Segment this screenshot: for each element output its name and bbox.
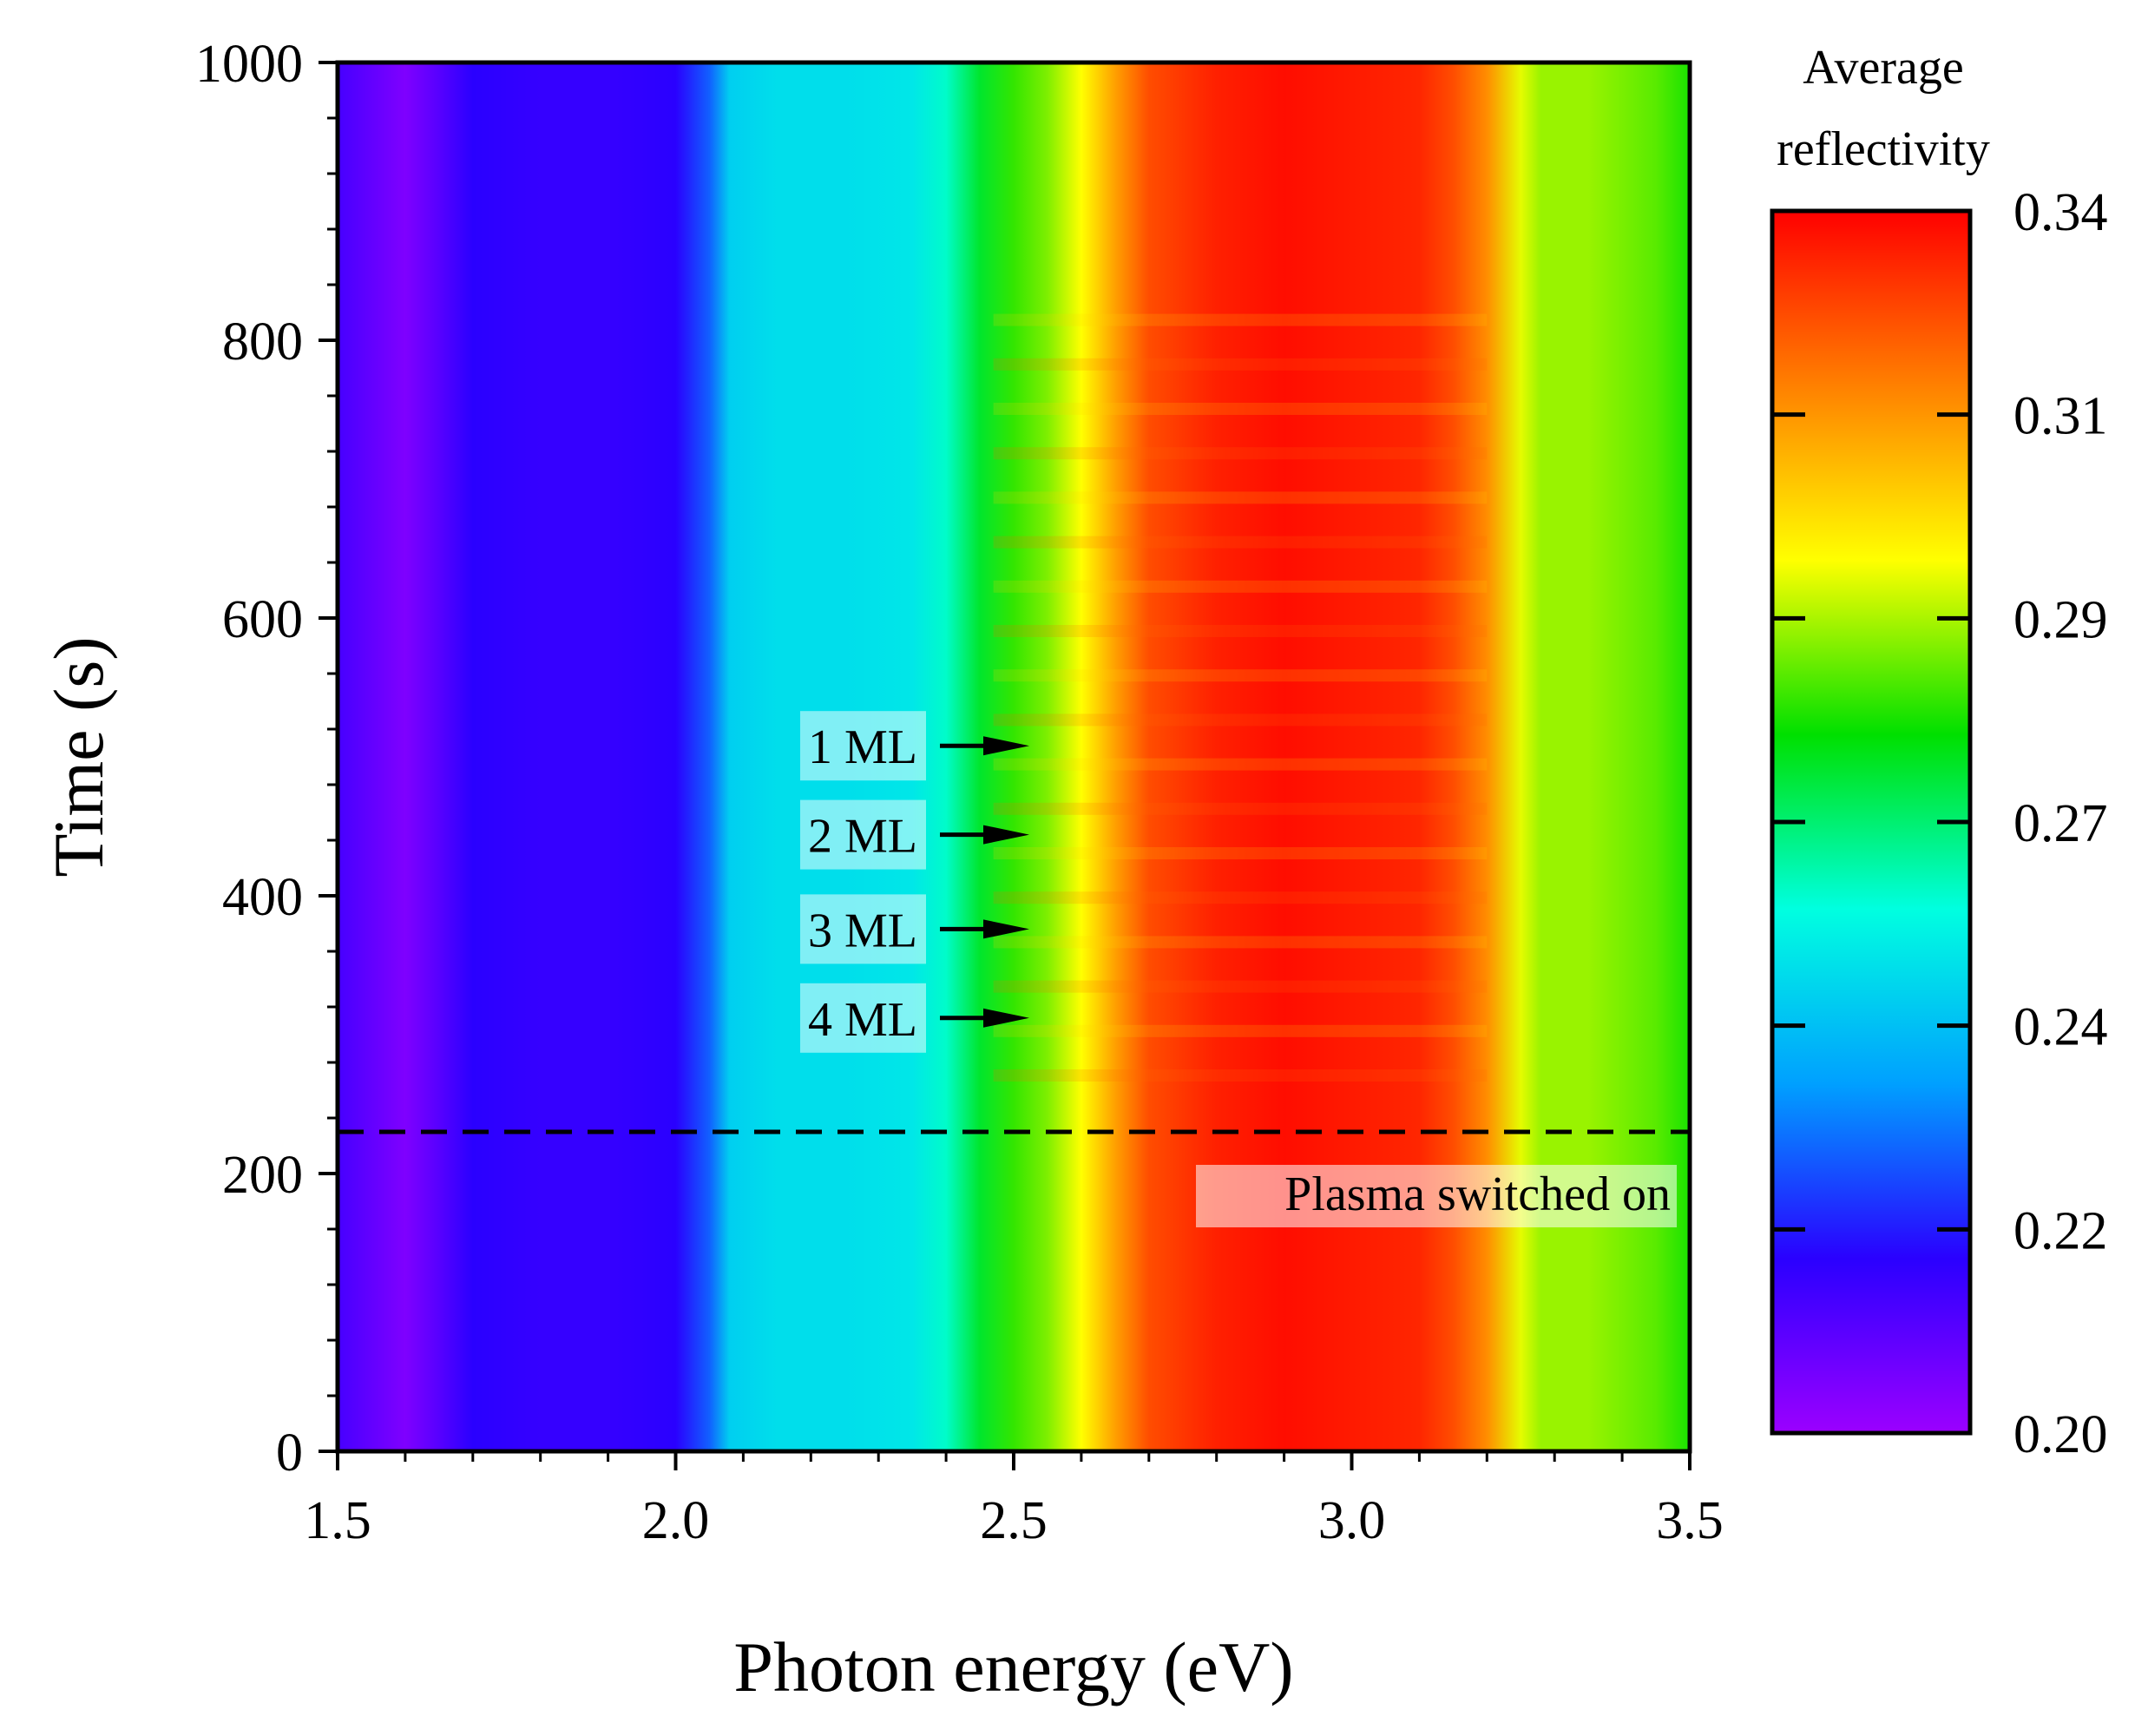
- colorbar-tick-label: 0.31: [2013, 387, 2108, 446]
- oscillation-band: [993, 891, 1488, 904]
- oscillation-band: [993, 447, 1488, 460]
- oscillation-band: [993, 580, 1488, 593]
- annotation-background: [800, 983, 926, 1053]
- annotation-background: [800, 894, 926, 964]
- oscillation-band: [993, 802, 1488, 815]
- colorbar-tick-label: 0.20: [2013, 1405, 2108, 1464]
- x-tick-label: 3.0: [1318, 1491, 1386, 1550]
- colorbar-tick-label: 0.27: [2013, 794, 2108, 853]
- x-axis-ticks: 1.5 2.0 2.5 3.0 3.5: [304, 1451, 1724, 1550]
- x-axis-title: Photon energy (eV): [733, 1628, 1293, 1706]
- y-axis-ticks: 0 200 400 600 800 1000: [195, 35, 338, 1483]
- oscillation-band: [993, 358, 1488, 371]
- oscillation-band: [993, 758, 1488, 771]
- oscillation-band: [993, 536, 1488, 549]
- oscillation-bands: [993, 313, 1488, 1082]
- y-tick-label: 200: [222, 1146, 303, 1205]
- annotation-background: [800, 711, 926, 781]
- y-tick-label: 800: [222, 312, 303, 372]
- monolayer-annotations: 1 ML 2 ML 3 ML 4 ML: [800, 711, 1029, 1053]
- plasma-label-group: Plasma switched on: [1196, 1165, 1677, 1227]
- colorbar-title-line2: reflectivity: [1777, 122, 1990, 176]
- annotation-label: 1 ML: [808, 720, 917, 774]
- oscillation-band: [993, 625, 1488, 637]
- colorbar-title-line1: Average: [1803, 41, 1964, 95]
- colorbar-tick-label: 0.34: [2013, 183, 2108, 242]
- colorbar-tick-label: 0.29: [2013, 590, 2108, 649]
- colorbar: Average reflectivity 0.200.220.240.270.2…: [1770, 41, 2108, 1464]
- y-tick-label: 400: [222, 868, 303, 927]
- annotation-background: [800, 799, 926, 870]
- annotation-label: 4 ML: [808, 993, 917, 1047]
- y-tick-label: 600: [222, 590, 303, 649]
- oscillation-band: [993, 713, 1488, 727]
- annotation-3-ml: 3 ML: [800, 894, 1029, 964]
- oscillation-band: [993, 847, 1488, 859]
- annotation-arrow-head: [983, 825, 1029, 845]
- colorbar-tick-label: 0.22: [2013, 1201, 2108, 1260]
- annotation-label: 2 ML: [808, 810, 917, 864]
- oscillation-band: [993, 980, 1488, 993]
- annotation-1-ml: 1 ML: [800, 711, 1029, 781]
- annotation-4-ml: 4 ML: [800, 983, 1029, 1053]
- annotation-arrow-head: [983, 919, 1029, 939]
- x-tick-label: 3.5: [1656, 1491, 1724, 1550]
- oscillation-band: [993, 403, 1488, 415]
- annotation-arrow-head: [983, 1008, 1029, 1028]
- y-axis-title: Time (s): [39, 636, 118, 877]
- colorbar-ticks: 0.20 0.22 0.24 0.27 0.29 0.31 0.34: [1772, 183, 2108, 1464]
- annotation-arrow-head: [983, 736, 1029, 756]
- y-tick-label: 1000: [195, 35, 303, 94]
- oscillation-band: [993, 313, 1488, 326]
- colorbar-tick-label: 0.24: [2013, 998, 2108, 1057]
- x-tick-label: 1.5: [304, 1491, 371, 1550]
- plot-area: [338, 62, 1690, 1451]
- x-tick-label: 2.5: [980, 1491, 1048, 1550]
- oscillation-band: [993, 1024, 1488, 1037]
- oscillation-band: [993, 936, 1488, 949]
- annotation-label: 3 ML: [808, 904, 917, 957]
- oscillation-band: [993, 1069, 1488, 1082]
- plasma-label: Plasma switched on: [1284, 1167, 1671, 1221]
- plasma-label-background: [1196, 1165, 1677, 1227]
- y-tick-label: 0: [276, 1424, 303, 1483]
- oscillation-band: [993, 491, 1488, 504]
- heatmap-field: [338, 62, 1690, 1451]
- x-tick-label: 2.0: [642, 1491, 710, 1550]
- oscillation-band: [993, 669, 1488, 682]
- annotation-2-ml: 2 ML: [800, 799, 1029, 870]
